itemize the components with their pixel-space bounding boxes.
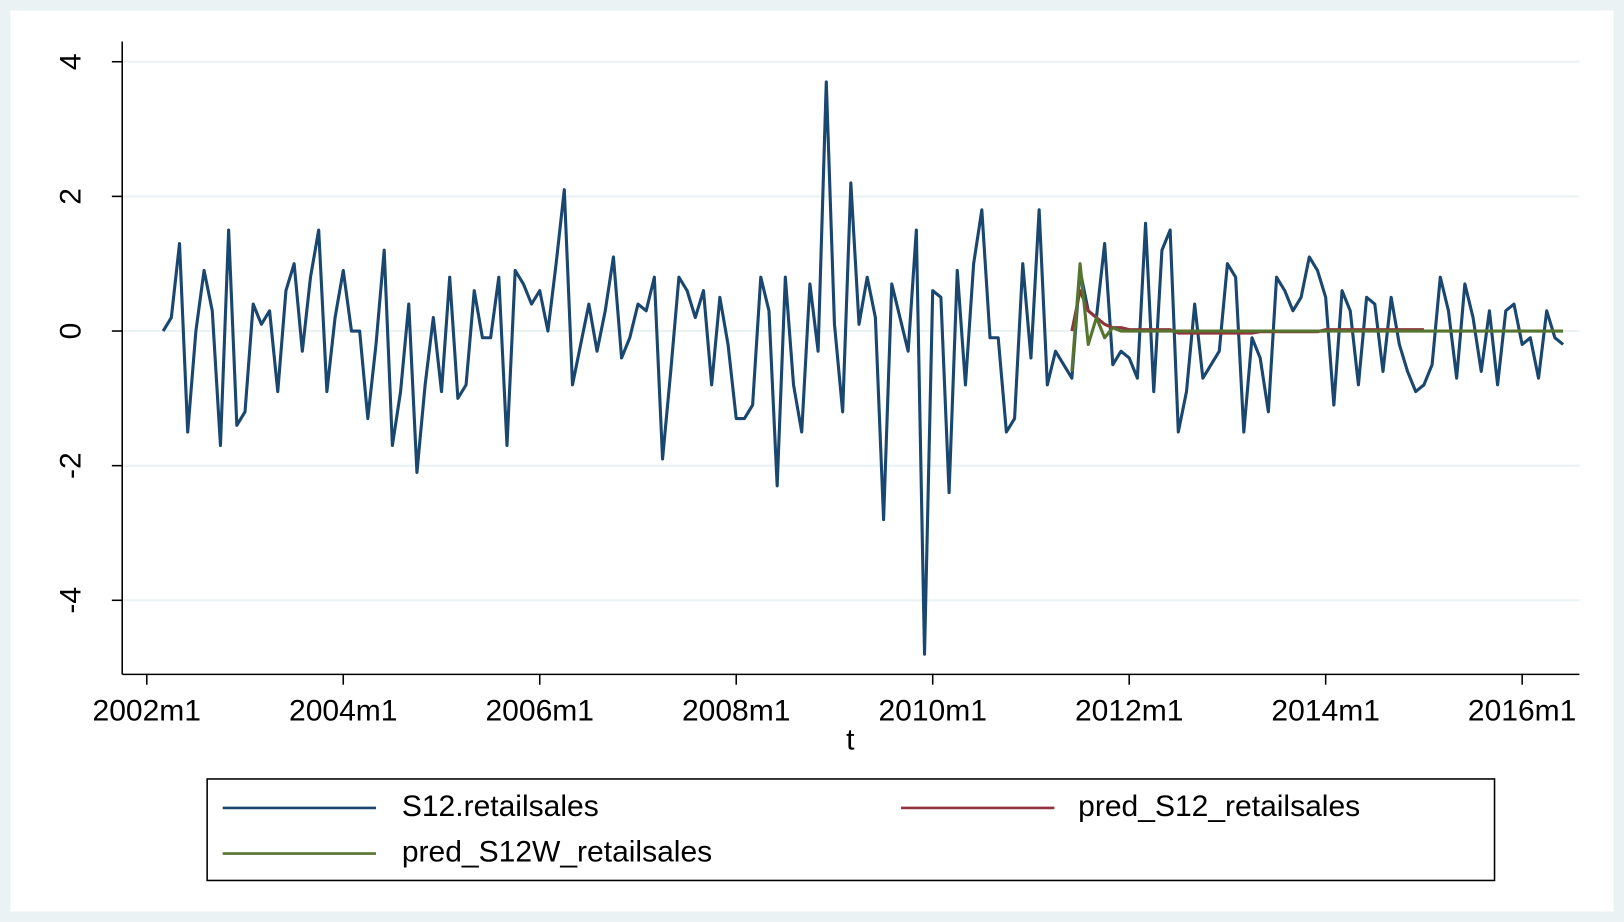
y-tick-label: 2 <box>54 188 87 205</box>
legend-label: S12.retailsales <box>402 790 599 823</box>
series-line <box>161 80 1565 656</box>
x-tick-label: 2012m1 <box>1075 695 1183 728</box>
y-tick-label: 4 <box>54 53 87 70</box>
y-tick-label: 0 <box>54 323 87 340</box>
y-tick-label: -4 <box>54 587 87 614</box>
x-tick-label: 2004m1 <box>289 695 397 728</box>
x-tick-label: 2010m1 <box>878 695 986 728</box>
x-axis-title: t <box>846 724 855 757</box>
series-line <box>1070 262 1564 372</box>
x-tick-label: 2014m1 <box>1271 695 1379 728</box>
x-tick-label: 2002m1 <box>93 695 201 728</box>
graph-region <box>10 10 1614 912</box>
x-tick-label: 2008m1 <box>682 695 790 728</box>
legend-label: pred_S12W_retailsales <box>402 835 712 868</box>
legend-box <box>206 778 1496 882</box>
x-tick-label: 2016m1 <box>1468 695 1576 728</box>
x-tick-label: 2006m1 <box>485 695 593 728</box>
legend-label: pred_S12_retailsales <box>1078 790 1360 823</box>
y-tick-label: -2 <box>54 452 87 479</box>
